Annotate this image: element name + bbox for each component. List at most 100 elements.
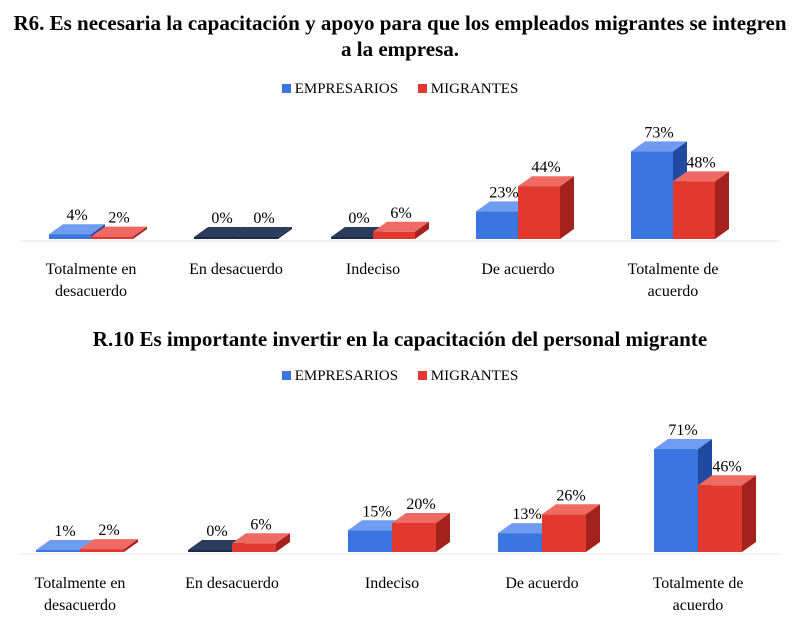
bar-side-migrantes-1	[278, 227, 292, 239]
category-label-2-line-0: Indeciso	[365, 575, 419, 592]
bar-empresarios-3	[476, 211, 518, 239]
bar-top-empresarios-0	[49, 224, 105, 235]
bar-side-migrantes-4	[715, 171, 729, 239]
category-label-4-line-0: Totalmente de	[628, 261, 719, 278]
category-label-4-line-0: Totalmente de	[653, 575, 744, 592]
category-label-3-line-0: De acuerdo	[481, 261, 554, 278]
legend-item-empresarios: EMPRESARIOS	[281, 367, 399, 385]
bar-top-empresarios-1	[188, 540, 246, 550]
legend-swatch-empresarios	[281, 371, 291, 380]
bar-top-empresarios-4	[654, 439, 712, 450]
value-label-migrantes-2: 20%	[406, 496, 435, 513]
value-label-empresarios-3: 13%	[512, 506, 541, 523]
bar-top-migrantes-2	[373, 221, 429, 232]
category-label-1-line-0: En desacuerdo	[189, 261, 283, 278]
chart-2-legend: EMPRESARIOS MIGRANTES	[0, 367, 800, 385]
bar-migrantes-0	[80, 549, 124, 552]
bar-empresarios-1	[188, 550, 232, 552]
value-label-empresarios-0: 1%	[54, 523, 75, 540]
value-label-migrantes-4: 48%	[686, 154, 715, 171]
legend-swatch-empresarios	[281, 84, 291, 93]
bar-top-migrantes-3	[518, 176, 574, 187]
category-label-0-line-0: Totalmente en	[46, 261, 137, 278]
chart-1-plot: 4% 2% Totalmente en desacuerdo 0% 0% En desacu…	[20, 124, 780, 300]
category-label-4-line-1: acuerdo	[673, 597, 724, 614]
value-label-empresarios-0: 4%	[66, 207, 87, 224]
bar-top-migrantes-0	[80, 539, 138, 550]
legend-label-migrantes: MIGRANTES	[430, 368, 519, 384]
bar-empresarios-0	[49, 234, 91, 239]
legend-label-empresarios: EMPRESARIOS	[294, 368, 399, 384]
bar-empresarios-1	[194, 237, 236, 239]
bar-side-migrantes-3	[586, 504, 600, 552]
bar-migrantes-4	[673, 181, 715, 239]
bar-side-migrantes-2	[436, 513, 450, 552]
bar-empresarios-3	[498, 533, 542, 552]
chart-2-title: R.10 Es importante invertir en la capaci…	[92, 327, 708, 351]
bar-migrantes-0	[91, 236, 133, 239]
value-label-migrantes-1: 6%	[250, 516, 271, 533]
bar-side-migrantes-0	[133, 226, 147, 239]
value-label-migrantes-0: 2%	[98, 522, 119, 539]
bar-top-migrantes-4	[673, 171, 729, 182]
legend-swatch-migrantes	[417, 84, 427, 93]
legend-label-migrantes: MIGRANTES	[430, 81, 519, 97]
bar-top-migrantes-1	[236, 227, 292, 237]
bar-top-migrantes-4	[698, 475, 756, 486]
category-label-0-line-1: desacuerdo	[55, 283, 127, 300]
chart-2-plot: 1% 2% Totalmente en desacuerdo 0% 6% En desacu…	[20, 422, 780, 614]
bar-migrantes-2	[373, 231, 415, 239]
bar-migrantes-3	[542, 514, 586, 552]
category-label-2-line-0: Indeciso	[346, 261, 400, 278]
legend-label-empresarios: EMPRESARIOS	[294, 81, 399, 97]
category-label-0-line-1: desacuerdo	[44, 597, 116, 614]
bar-migrantes-3	[518, 186, 560, 239]
chart-1-legend: EMPRESARIOS MIGRANTES	[0, 80, 800, 98]
legend-swatch-migrantes	[417, 371, 427, 380]
bar-side-migrantes-1	[276, 533, 290, 552]
bar-top-migrantes-0	[91, 226, 147, 237]
category-label-3-line-0: De acuerdo	[505, 575, 578, 592]
bar-top-empresarios-0	[36, 540, 94, 550]
bar-empresarios-2	[331, 237, 373, 239]
bar-side-migrantes-4	[742, 475, 756, 552]
bar-top-empresarios-1	[194, 227, 250, 237]
value-label-migrantes-3: 26%	[556, 487, 585, 504]
bar-empresarios-2	[348, 530, 392, 552]
bar-top-empresarios-2	[348, 520, 406, 531]
value-label-migrantes-0: 2%	[108, 210, 129, 227]
category-label-0-line-0: Totalmente en	[35, 575, 126, 592]
bar-side-migrantes-3	[560, 176, 574, 239]
bar-top-migrantes-3	[542, 504, 600, 515]
value-label-empresarios-2: 15%	[362, 503, 391, 520]
value-label-migrantes-4: 46%	[712, 458, 741, 475]
bar-empresarios-4	[631, 151, 673, 239]
bar-top-empresarios-4	[631, 141, 687, 152]
bar-empresarios-4	[654, 449, 698, 552]
bar-top-migrantes-2	[392, 513, 450, 523]
bar-migrantes-1	[232, 543, 276, 552]
value-label-migrantes-1: 0%	[253, 210, 274, 227]
value-label-empresarios-4: 73%	[644, 124, 673, 141]
bar-migrantes-2	[392, 523, 436, 552]
bar-side-migrantes-2	[415, 221, 429, 239]
category-label-1-line-0: En desacuerdo	[185, 575, 279, 592]
legend-item-empresarios: EMPRESARIOS	[281, 80, 399, 98]
value-label-migrantes-2: 6%	[390, 205, 411, 222]
legend-item-migrantes: MIGRANTES	[417, 80, 519, 98]
bar-side-migrantes-0	[124, 539, 138, 552]
bar-top-migrantes-1	[232, 533, 290, 544]
bar-migrantes-1	[236, 237, 278, 239]
value-label-empresarios-3: 23%	[489, 184, 518, 201]
value-label-migrantes-3: 44%	[531, 159, 560, 176]
bar-empresarios-0	[36, 550, 80, 552]
chart-1-title: R6. Es necesaria la capacitación y apoyo…	[13, 11, 787, 61]
value-label-empresarios-4: 71%	[668, 422, 697, 439]
value-label-empresarios-2: 0%	[348, 210, 369, 227]
category-label-4-line-1: acuerdo	[648, 283, 699, 300]
value-label-empresarios-1: 0%	[211, 210, 232, 227]
value-label-empresarios-1: 0%	[206, 523, 227, 540]
bar-top-empresarios-3	[498, 523, 556, 534]
legend-item-migrantes: MIGRANTES	[417, 367, 519, 385]
bar-migrantes-4	[698, 485, 742, 552]
